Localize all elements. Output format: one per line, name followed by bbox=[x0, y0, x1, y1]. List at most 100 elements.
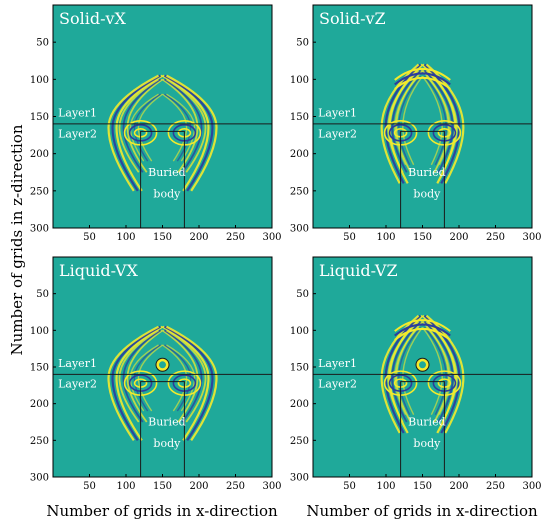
x-tick-label: 250 bbox=[226, 481, 245, 492]
x-tick-label: 50 bbox=[83, 232, 96, 243]
wavefront-arc bbox=[115, 74, 164, 192]
annotation-label: Layer2 bbox=[58, 127, 97, 140]
x-tick-label: 100 bbox=[376, 232, 395, 243]
wavefront-arc bbox=[122, 78, 161, 173]
y-tick-label: 250 bbox=[30, 186, 49, 197]
heatmap-background bbox=[53, 5, 272, 228]
x-tick-label: 50 bbox=[83, 481, 96, 492]
wavefront-arc bbox=[137, 344, 163, 412]
x-tick-label: 50 bbox=[343, 481, 356, 492]
wavefront-arc bbox=[165, 325, 218, 441]
wavefront-arc bbox=[380, 314, 420, 434]
y-tick-label: 150 bbox=[290, 363, 309, 374]
x-tick-label: 300 bbox=[262, 481, 281, 492]
wavefront-arc bbox=[425, 63, 465, 184]
y-tick-label: 150 bbox=[30, 363, 49, 374]
x-tick-label: 150 bbox=[153, 481, 172, 492]
y-tick-label: 300 bbox=[290, 473, 309, 484]
wavefront-arc bbox=[107, 325, 160, 441]
wavefront-arc bbox=[166, 78, 207, 173]
panel-title: Liquid-VX bbox=[59, 261, 138, 280]
x-tick-label: 150 bbox=[153, 232, 172, 243]
x-tick-label: 150 bbox=[413, 481, 432, 492]
x-tick-label: 250 bbox=[226, 232, 245, 243]
wavefront-arc bbox=[421, 75, 443, 166]
wavefront-arc bbox=[398, 326, 422, 415]
panel-solid-vx: Solid-vX Layer1 Layer2 Buried body 50 100 150 20… bbox=[30, 4, 282, 243]
wavefront-arc bbox=[111, 74, 162, 192]
x-tick-label: 250 bbox=[486, 232, 505, 243]
wavefront-arc bbox=[126, 78, 164, 173]
wavefront-arc bbox=[107, 74, 160, 192]
wavefront-arc bbox=[425, 314, 465, 434]
y-tick-label: 50 bbox=[296, 38, 309, 49]
wavefront-arc bbox=[163, 325, 214, 441]
annotation-label: Layer2 bbox=[318, 378, 357, 391]
x-tick-label: 200 bbox=[189, 481, 208, 492]
x-tick-label: 250 bbox=[486, 481, 505, 492]
y-tick-label: 250 bbox=[290, 186, 309, 197]
wavefront-arc bbox=[402, 75, 424, 166]
wavefront-arc bbox=[162, 93, 188, 162]
x-tick-label: 150 bbox=[413, 232, 432, 243]
wavefront-arc bbox=[166, 344, 196, 412]
wavefront-arc bbox=[111, 325, 162, 441]
annotation-label: Buried bbox=[148, 416, 186, 429]
wavefront-arc bbox=[398, 75, 422, 166]
wavefront-arc bbox=[421, 326, 443, 415]
panel-solid-vz: Solid-vZ Layer1 Layer2 Buried body 50 100 150 20… bbox=[290, 4, 542, 243]
wavefront-arc bbox=[118, 78, 159, 173]
wavefront-arc bbox=[122, 329, 161, 423]
y-tick-label: 300 bbox=[30, 224, 49, 235]
wavefront-arc bbox=[129, 93, 159, 162]
wavefront-arc bbox=[126, 329, 164, 423]
wavefront-arc bbox=[161, 325, 210, 441]
y-tick-label: 300 bbox=[290, 224, 309, 235]
y-tick-label: 50 bbox=[36, 38, 49, 49]
wavefront-arc bbox=[425, 69, 458, 173]
buried-body-outline bbox=[140, 381, 185, 477]
y-tick-label: 200 bbox=[290, 399, 309, 410]
wavefront-arc bbox=[161, 329, 199, 423]
wavefront-arc bbox=[394, 323, 451, 337]
buried-body-outline bbox=[140, 130, 185, 228]
heatmap-background bbox=[313, 5, 532, 228]
annotation-label: body bbox=[413, 437, 441, 450]
y-tick-label: 150 bbox=[290, 112, 309, 123]
wavefront-arc bbox=[394, 72, 451, 86]
wavefront-arc bbox=[164, 329, 203, 423]
wavefront-arc bbox=[137, 93, 163, 162]
wavefront-arc bbox=[387, 320, 420, 423]
wavefront-arc bbox=[133, 93, 161, 162]
y-tick-label: 150 bbox=[30, 112, 49, 123]
y-tick-label: 100 bbox=[30, 326, 49, 337]
y-tick-label: 200 bbox=[30, 399, 49, 410]
wavefront-arc bbox=[163, 74, 214, 192]
x-tick-label: 100 bbox=[116, 481, 135, 492]
wavefield bbox=[107, 74, 218, 192]
y-tick-label: 250 bbox=[290, 436, 309, 447]
annotation-label: body bbox=[413, 188, 441, 201]
annotation-label: Layer1 bbox=[58, 107, 97, 120]
wavefront-arc bbox=[161, 78, 199, 173]
annotation-label: Layer1 bbox=[318, 107, 357, 120]
wavefront-arc bbox=[394, 77, 451, 90]
annotation-label: Layer1 bbox=[58, 357, 97, 370]
x-tick-label: 200 bbox=[449, 232, 468, 243]
panel-liquid-vz: Liquid-VZ Layer1 Layer2 Buried body 50 100 150 2… bbox=[290, 256, 542, 492]
y-tick-label: 100 bbox=[30, 75, 49, 86]
annotation-label: Layer2 bbox=[58, 378, 97, 391]
wavefront-arc bbox=[423, 75, 447, 166]
wavefront-arc bbox=[133, 344, 161, 412]
y-tick-label: 100 bbox=[290, 75, 309, 86]
source-ring-core bbox=[159, 361, 166, 369]
source-ring-core bbox=[419, 361, 426, 369]
wavefront-arc bbox=[164, 93, 192, 162]
panel-title: Liquid-VZ bbox=[319, 261, 398, 280]
wavefront-arc bbox=[394, 319, 451, 332]
y-tick-label: 100 bbox=[290, 326, 309, 337]
panel-title: Solid-vX bbox=[59, 9, 127, 28]
wavefront-arc bbox=[129, 344, 159, 412]
wavefront-arc bbox=[166, 93, 196, 162]
